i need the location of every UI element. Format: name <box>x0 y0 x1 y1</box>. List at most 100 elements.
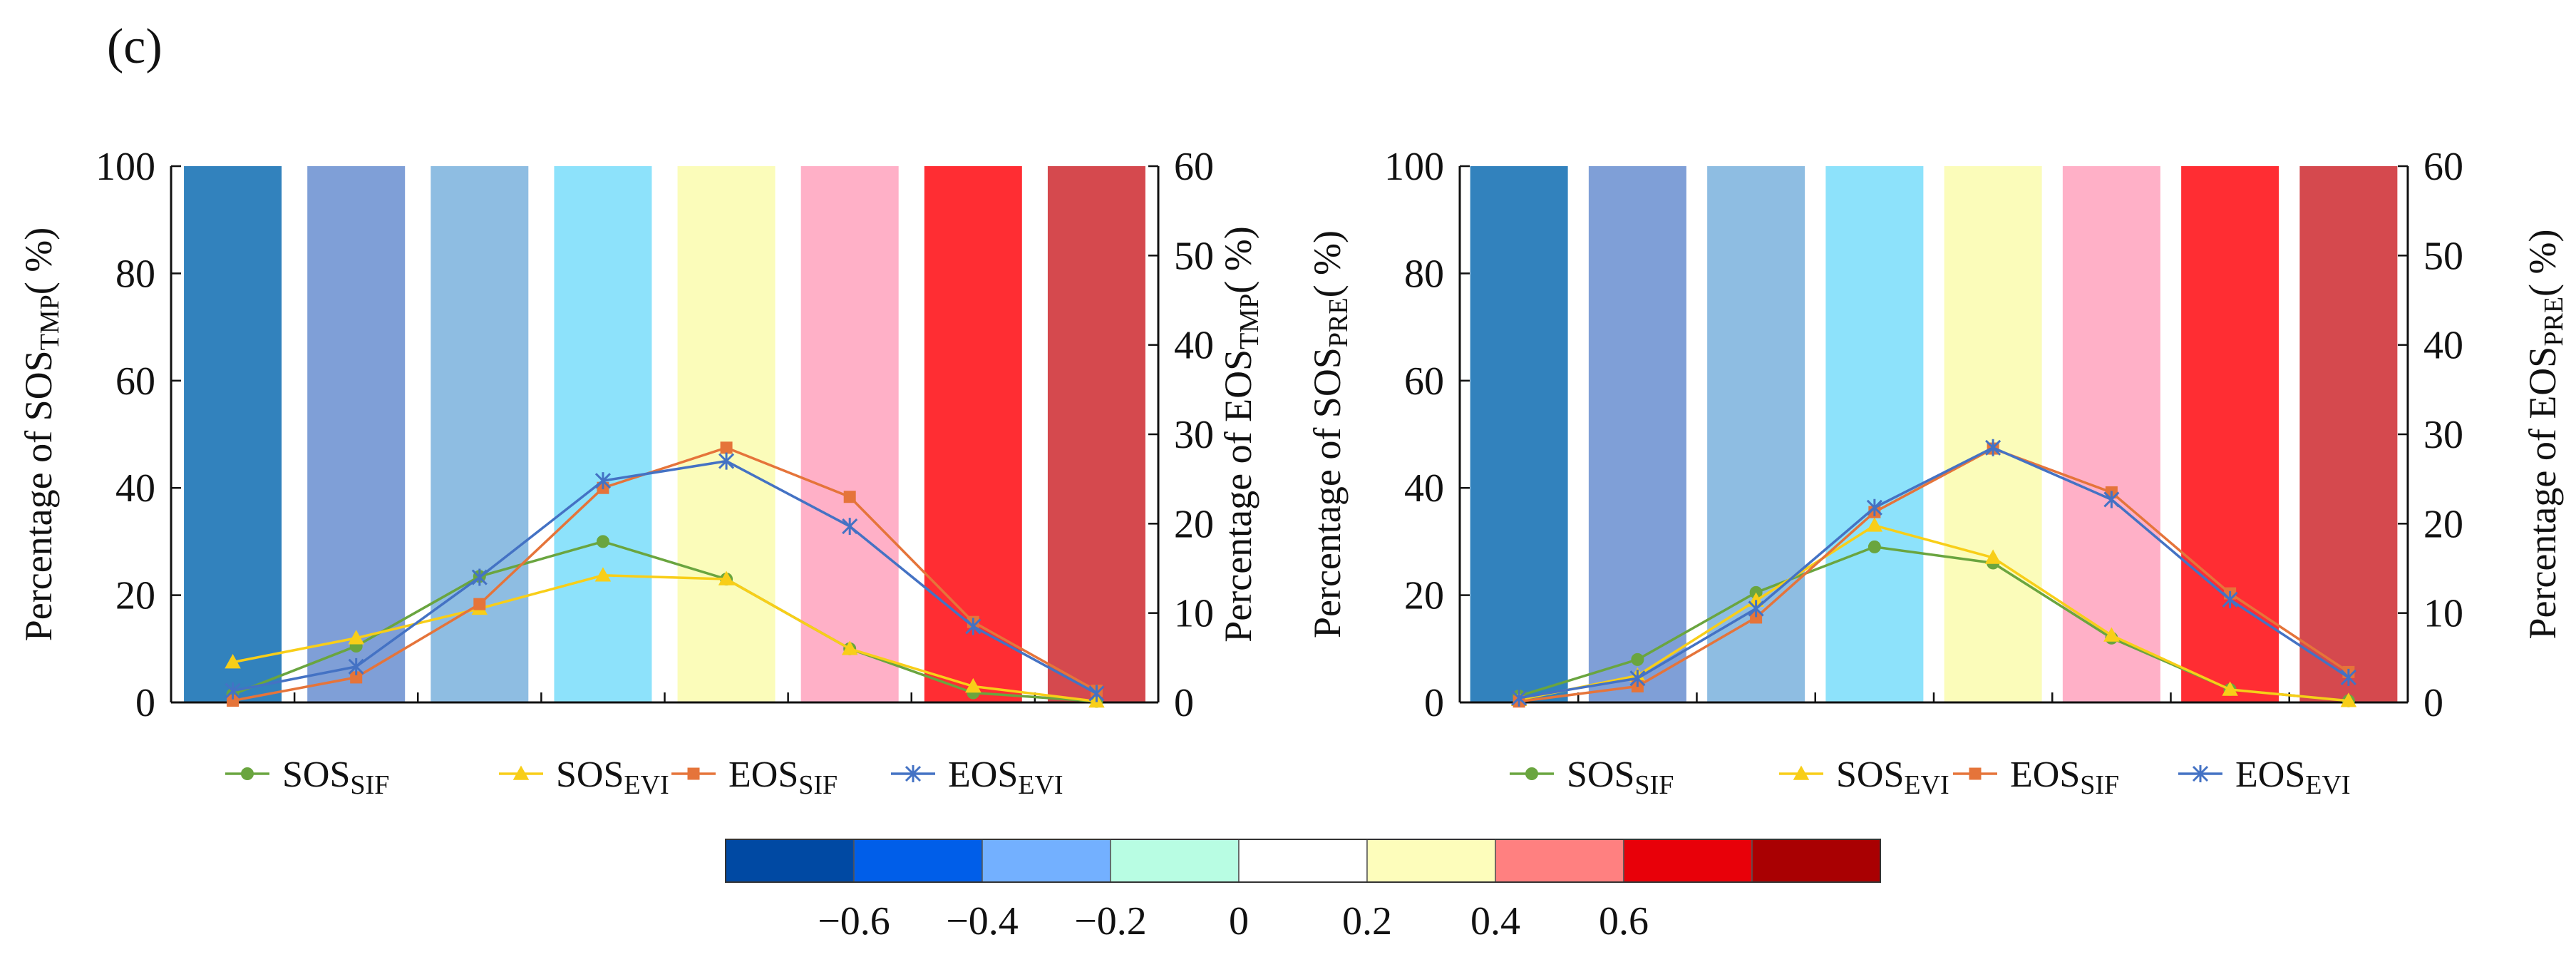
band-bar <box>677 166 776 702</box>
left-tick-label: 0 <box>135 681 155 725</box>
right-tick-label: 60 <box>1174 145 1214 189</box>
band-bar <box>1825 166 1924 702</box>
legend-label-sub: SIF <box>1634 770 1674 800</box>
colorbar-label: 0 <box>1229 899 1249 943</box>
point-SOS_EVI <box>841 640 858 655</box>
point-SOS_EVI <box>594 567 612 582</box>
left-axis-title: Percentage of SOSPRE( %) <box>1306 230 1354 638</box>
right-tick-label: 30 <box>1174 413 1214 457</box>
colorbar-label: 0.4 <box>1470 899 1520 943</box>
legend-marker-EOS_SIF <box>687 767 700 780</box>
legend-label-base: SOS <box>1836 754 1904 795</box>
point-SOS_SIF <box>1631 653 1644 666</box>
band-bar <box>554 166 652 702</box>
point-SOS_EVI <box>225 654 241 669</box>
series-line-EOS_SIF <box>232 446 1098 702</box>
colorbar: −0.6 −0.4 −0.2 0 0.2 0.4 0.6 <box>725 839 1881 943</box>
point-EOS_EVI <box>225 682 241 700</box>
legend-marker-SOS_SIF <box>1525 767 1538 780</box>
legend-label-base: SOS <box>282 754 350 795</box>
right-axis-title: Percentage of EOSTMP( %) <box>1217 226 1264 642</box>
left-tick-label: 60 <box>115 359 155 404</box>
legend-label-base: EOS <box>728 754 798 795</box>
right-tick-label: 50 <box>1174 234 1214 278</box>
legend-marker-EOS_EVI <box>2192 765 2209 782</box>
left-axis-title-prefix: Percentage of SOS <box>1306 347 1349 638</box>
point-EOS_EVI <box>471 568 488 586</box>
point-SOS_EVI <box>1866 517 1883 532</box>
left-axis-title-suffix: ( %) <box>1306 230 1349 297</box>
colorbar-frame <box>725 839 1881 883</box>
band-bar <box>1047 166 1145 702</box>
left-tick-label: 100 <box>96 145 155 189</box>
legend-label-SOS_EVI: SOSEVI <box>1836 754 1949 800</box>
legend-label-EOS_SIF: EOSSIF <box>728 754 838 800</box>
legend-label-sub: EVI <box>1018 770 1063 800</box>
legend-label-sub: SIF <box>798 770 838 800</box>
legend-label-base: EOS <box>2010 754 2080 795</box>
right-axis-title-prefix: Percentage of EOS <box>2521 347 2564 640</box>
band-bar <box>1470 166 1568 702</box>
colorbar-cell <box>1366 839 1496 883</box>
right-tick-label: 20 <box>1174 502 1214 546</box>
legend-marker-EOS_SIF <box>1969 767 1982 780</box>
right-tick-label: 20 <box>2423 502 2463 546</box>
point-SOS_SIF <box>596 535 609 548</box>
right-tick-label: 40 <box>1174 324 1214 368</box>
point-EOS_EVI <box>842 518 858 536</box>
point-EOS_EVI <box>718 452 735 470</box>
colorbar-cell <box>1751 839 1881 883</box>
point-SOS_EVI <box>2103 627 2120 642</box>
point-EOS_EVI <box>2340 668 2356 686</box>
point-SOS_SIF <box>1867 540 1881 553</box>
series-line-EOS_EVI <box>1518 446 2349 700</box>
band-bar <box>307 166 406 702</box>
right-tick-label: 50 <box>2423 234 2463 278</box>
right-tick-label: 0 <box>2423 681 2443 725</box>
left-tick-label: 80 <box>1404 252 1444 296</box>
panel-label: (c) <box>107 19 163 74</box>
series-line-EOS_EVI <box>232 459 1098 695</box>
point-EOS_EVI <box>2103 491 2120 508</box>
legend-label-base: SOS <box>1567 754 1634 795</box>
colorbar-cell <box>725 839 855 883</box>
colorbar-cell <box>853 839 983 883</box>
legend-label-EOS_EVI: EOSEVI <box>2235 754 2351 800</box>
legend-marker-SOS_EVI <box>1793 765 1810 780</box>
legend-marker-SOS_SIF <box>241 767 254 780</box>
point-EOS_EVI <box>965 618 982 635</box>
point-SOS_EVI <box>1984 549 2001 564</box>
colorbar-label: 0.2 <box>1342 899 1392 943</box>
left-axis-title-sub: PRE <box>1324 297 1354 347</box>
legend-label-sub: EVI <box>624 770 669 800</box>
colorbar-cell <box>1238 839 1368 883</box>
right-tick-label: 60 <box>2423 145 2463 189</box>
band-bar <box>800 166 899 702</box>
left-axis-title-sub: TMP <box>35 295 65 350</box>
point-EOS_EVI <box>2222 590 2238 608</box>
legend-label-sub: SIF <box>350 770 389 800</box>
point-EOS_EVI <box>1088 685 1105 702</box>
left-tick-label: 20 <box>1404 574 1444 618</box>
point-SOS_EVI <box>2340 692 2357 707</box>
band-bar <box>2062 166 2160 702</box>
point-EOS_SIF <box>843 491 856 503</box>
point-EOS_EVI <box>594 472 611 490</box>
colorbar-cell <box>1110 839 1240 883</box>
left-tick-label: 80 <box>115 252 155 296</box>
band-bar <box>924 166 1022 702</box>
right-tick-label: 40 <box>2423 324 2463 368</box>
band-bar <box>2181 166 2279 702</box>
legend-marker-SOS_EVI <box>512 765 530 780</box>
right-axis-title-suffix: ( %) <box>1217 226 1259 293</box>
point-EOS_SIF <box>720 441 733 454</box>
right-axis-title-sub: TMP <box>1235 294 1264 349</box>
band-bar <box>431 166 529 702</box>
legend-label-base: EOS <box>948 754 1018 795</box>
point-EOS_EVI <box>1748 600 1764 618</box>
legend-label-EOS_SIF: EOSSIF <box>2010 754 2119 800</box>
legend-label-base: SOS <box>556 754 624 795</box>
right-tick-label: 0 <box>1174 681 1194 725</box>
point-SOS_EVI <box>965 677 982 693</box>
